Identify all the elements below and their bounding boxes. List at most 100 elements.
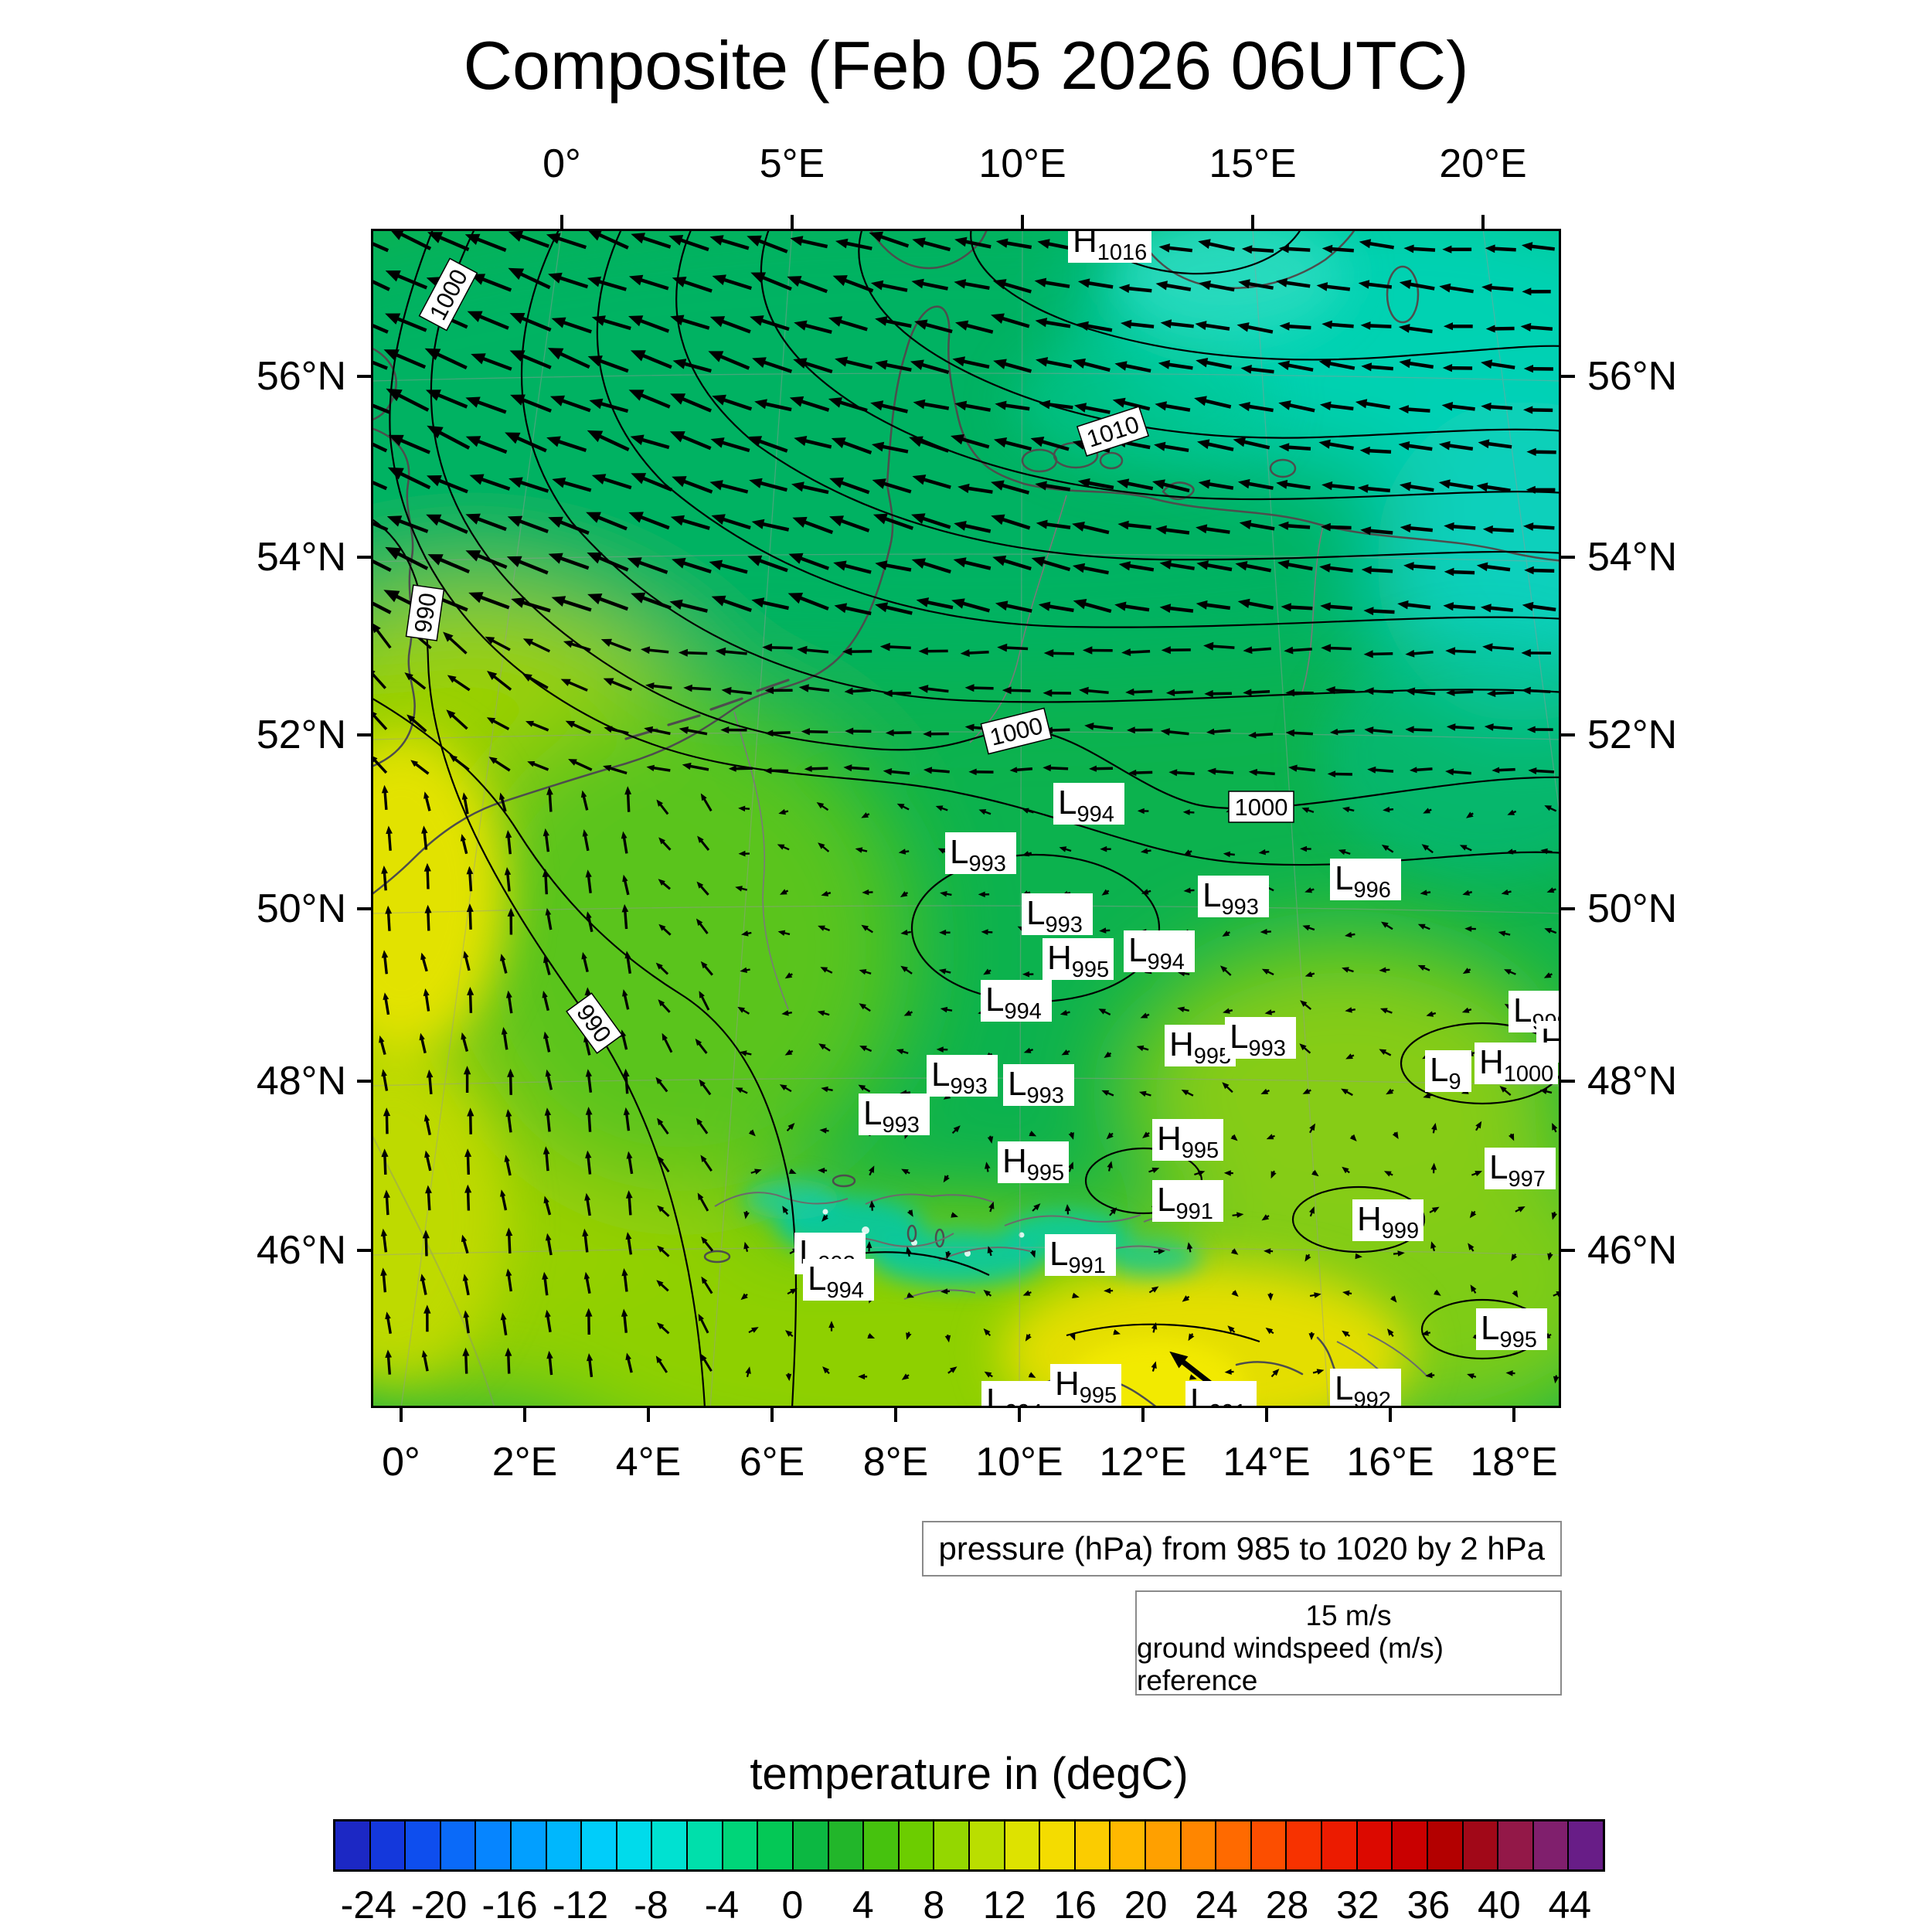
contour-label-990: 990 [405,584,445,641]
axis-tick [357,1249,371,1252]
colorbar-segment [1111,1821,1147,1869]
axis-tick [1389,1408,1392,1422]
colorbar-tick-label: -24 [340,1883,396,1927]
colorbar-segment [1498,1821,1534,1869]
pressure-center-l-993: L993 [1022,893,1093,937]
axis-tick-label-bottom: 2°E [492,1440,558,1485]
pressure-center-h-995: H995 [1043,938,1114,982]
axis-tick-label-bottom: 16°E [1346,1440,1434,1485]
axis-tick-label-left: 56°N [256,354,346,399]
colorbar-tick-label: 20 [1124,1883,1168,1927]
colorbar-tick-label: 16 [1053,1883,1097,1927]
svg-text:1000: 1000 [1235,794,1288,821]
pressure-center-l-991: L991 [1152,1180,1223,1224]
colorbar-segment [899,1821,935,1869]
colorbar-tick-label: 12 [982,1883,1026,1927]
axis-tick-label-right: 50°N [1587,886,1678,931]
wind-reference-caption: ground windspeed (m/s) reference [1137,1632,1444,1696]
colorbar-segment [1040,1821,1076,1869]
axis-tick-label-bottom: 14°E [1223,1440,1311,1485]
axis-tick [1512,1408,1515,1422]
axis-tick [1561,733,1575,736]
axis-tick-label-top: 15°E [1209,141,1297,186]
pressure-center-l-996: L996 [1330,859,1401,903]
axis-tick [791,215,794,229]
axis-tick [357,1080,371,1083]
axis-tick [1018,1408,1021,1422]
axis-tick-label-top: 10°E [978,141,1066,186]
colorbar-tick-label: 40 [1478,1883,1521,1927]
axis-tick [1481,215,1485,229]
pressure-center-h-995: H995 [1152,1119,1223,1163]
axis-tick [1561,907,1575,910]
colorbar-segment [793,1821,829,1869]
colorbar-segment [1393,1821,1428,1869]
pressure-center-l-997: L997 [1485,1148,1556,1192]
colorbar-tick-label: 8 [923,1883,945,1927]
colorbar-segment [370,1821,406,1869]
pressure-center-h-1016: H1016 [1068,229,1151,265]
pressure-center-l-993: L993 [1225,1017,1296,1061]
axis-tick [523,1408,526,1422]
axis-tick-label-left: 48°N [256,1059,346,1104]
colorbar-segment [1075,1821,1111,1869]
svg-text:990: 990 [410,591,442,634]
axis-tick-label-left: 50°N [256,886,346,931]
colorbar-segment [969,1821,1005,1869]
axis-tick-label-right: 54°N [1587,535,1678,580]
colorbar-segment [652,1821,689,1869]
colorbar-tick-label: 32 [1336,1883,1379,1927]
axis-tick-label-left: 54°N [256,535,346,580]
axis-tick-label-bottom: 12°E [1099,1440,1187,1485]
axis-tick-label-right: 56°N [1587,354,1678,399]
colorbar-tick-label: 36 [1406,1883,1451,1927]
axis-tick-label-top: 0° [543,141,581,186]
pressure-centers: H1016L994L993L993L996L993H995L994L994H99… [794,229,1561,1408]
axis-tick [1561,375,1575,378]
axis-tick-label-bottom: 0° [382,1440,420,1485]
colorbar-tick-label: -12 [552,1883,609,1927]
svg-text:H995: H995 [1157,1120,1219,1163]
page-title: Composite (Feb 05 2026 06UTC) [463,27,1469,104]
colorbar-segment [440,1821,477,1869]
contour-label-1000: 1000 [1228,791,1294,823]
colorbar-tick-label: 4 [852,1883,874,1927]
axis-tick-label-right: 48°N [1587,1059,1678,1104]
axis-tick [770,1408,774,1422]
colorbar-segment [512,1821,547,1869]
colorbar-segment [617,1821,653,1869]
svg-text:L991: L991 [1049,1235,1106,1278]
colorbar-segment [723,1821,759,1869]
colorbar-tick-label: -20 [411,1883,468,1927]
colorbar-segment [758,1821,794,1869]
colorbar-segment [582,1821,617,1869]
colorbar-segment [934,1821,970,1869]
rivers [733,495,1324,1010]
temperature-shading [371,229,1561,1408]
colorbar-segment [335,1821,371,1869]
colorbar-tick-label: 44 [1548,1883,1592,1927]
pressure-caption: pressure (hPa) from 985 to 1020 by 2 hPa [921,1521,1562,1577]
wind-vectors [371,229,1561,1388]
axis-tick [647,1408,650,1422]
pressure-center-l-993: L993 [927,1055,998,1099]
colorbar-tick-label: 0 [781,1883,804,1927]
axis-tick [560,215,563,229]
pressure-center-l-994: L994 [1053,783,1124,827]
axis-tick-label-bottom: 8°E [862,1440,929,1485]
colorbar-segment [1427,1821,1464,1869]
colorbar-tick-label: 28 [1265,1883,1309,1927]
colorbar-tick-label: -8 [634,1883,668,1927]
pressure-center-l-9: L9 [1425,1050,1471,1094]
axis-tick [1141,1408,1145,1422]
axis-tick-label-right: 46°N [1587,1228,1678,1273]
axis-tick-label-bottom: 4°E [615,1440,682,1485]
axis-tick [400,1408,403,1422]
colorbar-segment [688,1821,723,1869]
colorbar-segment [546,1821,583,1869]
colorbar-segment [1357,1821,1393,1869]
colorbar-title: temperature in (degC) [750,1749,1189,1799]
pressure-center-l-994: L994 [981,980,1052,1024]
colorbar-tick-label: -4 [704,1883,740,1927]
